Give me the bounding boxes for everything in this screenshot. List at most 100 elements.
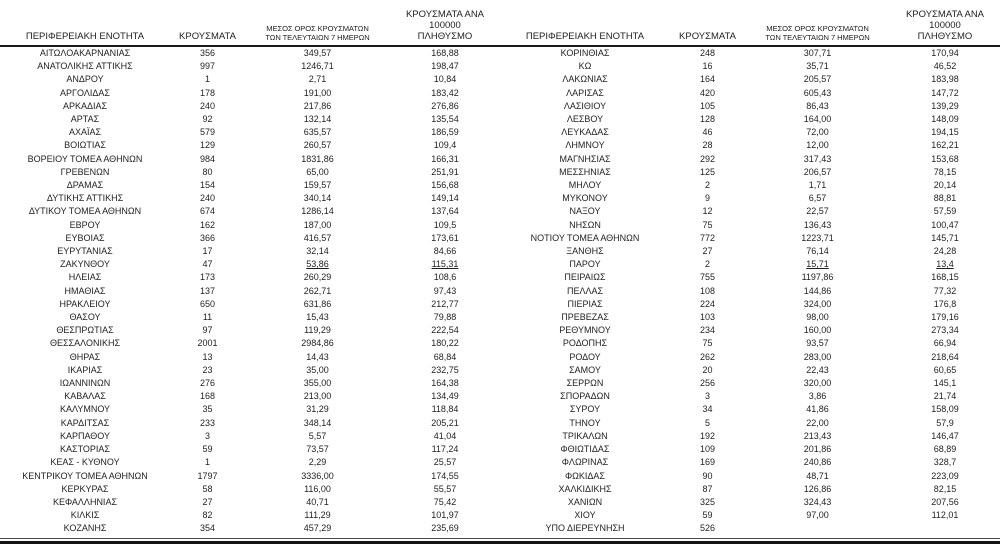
cell-avg7: 160,00 (803, 325, 832, 336)
cell-region: ΦΘΙΩΤΙΔΑΣ (560, 444, 610, 455)
cell-cases: 105 (699, 100, 716, 111)
cell-cases: 1797 (197, 470, 218, 481)
column-header-per100k-line1: ΚΡΟΥΣΜΑΤΑ ΑΝΑ 100000 (405, 9, 485, 31)
cell-avg7: 324,43 (803, 496, 832, 507)
cell-cases: 59 (202, 444, 213, 455)
cell-per100k: 223,09 (931, 470, 959, 481)
table-row: ΛΕΥΚΑΔΑΣ 46 72,00 194,15 (500, 126, 1000, 139)
cell-region: ΤΡΙΚΑΛΩΝ (562, 430, 608, 441)
table-row: ΔΥΤΙΚΗΣ ΑΤΤΙΚΗΣ 240 340,14 149,14 (0, 192, 500, 205)
cell-avg7 (745, 522, 890, 535)
cell-region: ΠΙΕΡΙΑΣ (567, 298, 603, 309)
cell-region: ΖΑΚΥΝΘΟΥ (60, 259, 110, 270)
cell-cases: 674 (199, 206, 216, 217)
cell-cases: 34 (702, 404, 713, 415)
cell-cases: 262 (699, 351, 716, 362)
cell-region: ΗΡΑΚΛΕΙΟΥ (59, 298, 111, 309)
cell-avg7: 213,43 (803, 430, 832, 441)
cell-per100k: 97,43 (433, 285, 457, 296)
cell-avg7: 3,86 (808, 391, 827, 402)
cell-avg7: 1223,71 (801, 232, 834, 243)
cell-avg7: 22,00 (806, 417, 829, 428)
cell-region: ΣΑΜΟΥ (569, 364, 601, 375)
cell-per100k: 194,15 (931, 127, 959, 138)
cell-avg7: 605,43 (803, 87, 832, 98)
table-row: ΦΘΙΩΤΙΔΑΣ 109 201,86 68,89 (500, 443, 1000, 456)
cell-per100k: 232,75 (431, 364, 459, 375)
cell-region: ΕΥΒΟΙΑΣ (65, 232, 105, 243)
cell-region: ΕΒΡΟΥ (69, 219, 101, 230)
table-row: ΚΕΝΤΡΙΚΟΥ ΤΟΜΕΑ ΑΘΗΝΩΝ 1797 3336,00 174,55 (0, 470, 500, 483)
cell-per100k: 222,54 (431, 325, 459, 336)
cell-cases: 772 (699, 232, 716, 243)
table-row: ΗΡΑΚΛΕΙΟΥ 650 631,86 212,77 (0, 298, 500, 311)
table-row: ΜΑΓΝΗΣΙΑΣ 292 317,43 153,68 (500, 153, 1000, 166)
cell-region: ΜΑΓΝΗΣΙΑΣ (559, 153, 611, 164)
left-table-panel: ΠΕΡΙΦΕΡΕΙΑΚΗ ΕΝΟΤΗΤΑ ΚΡΟΥΣΜΑΤΑ ΜΕΣΟΣ ΟΡΟ… (0, 0, 500, 536)
cell-cases: 97 (202, 325, 213, 336)
cell-region: ΑΡΓΟΛΙΔΑΣ (60, 87, 110, 98)
cell-per100k: 60,65 (933, 364, 957, 375)
cell-per100k: 173,61 (431, 232, 459, 243)
cell-per100k: 273,34 (931, 325, 959, 336)
cell-per100k: 108,6 (433, 272, 457, 283)
cell-region: ΓΡΕΒΕΝΩΝ (60, 166, 110, 177)
table-row: ΝΑΞΟΥ 12 22,57 57,59 (500, 205, 1000, 218)
regional-cases-table-right: ΠΕΡΙΦΕΡΕΙΑΚΗ ΕΝΟΤΗΤΑ ΚΡΟΥΣΜΑΤΑ ΜΕΣΟΣ ΟΡΟ… (500, 0, 1000, 536)
cell-cases: 35 (202, 404, 213, 415)
cell-region: ΚΕΡΚΥΡΑΣ (61, 483, 109, 494)
table-row: ΣΥΡΟΥ 34 41,86 158,09 (500, 403, 1000, 416)
cell-avg7: 12,00 (806, 140, 829, 151)
cell-region: ΛΑΣΙΘΙΟΥ (563, 100, 607, 111)
cell-cases: 82 (202, 510, 213, 521)
cell-cases: 1 (204, 74, 210, 85)
cell-cases: 526 (699, 523, 716, 534)
cell-region: ΙΩΑΝΝΙΝΩΝ (59, 378, 111, 389)
cell-region: ΚΕΝΤΡΙΚΟΥ ΤΟΜΕΑ ΑΘΗΝΩΝ (22, 470, 148, 481)
cell-per100k: 117,24 (431, 444, 459, 455)
table-row: ΠΙΕΡΙΑΣ 224 324,00 176,8 (500, 298, 1000, 311)
cell-cases: 292 (699, 153, 716, 164)
cell-avg7: 136,43 (803, 219, 832, 230)
cell-per100k: 145,1 (933, 378, 957, 389)
table-row: ΑΡΓΟΛΙΔΑΣ 178 191,00 183,42 (0, 87, 500, 100)
cell-per100k: 57,9 (936, 417, 954, 428)
table-row: ΣΠΟΡΑΔΩΝ 3 3,86 21,74 (500, 390, 1000, 403)
cell-per100k: 78,15 (933, 166, 957, 177)
cell-per100k: 251,91 (431, 166, 459, 177)
cell-avg7: 14,43 (306, 351, 329, 362)
cell-region: ΑΡΚΑΔΙΑΣ (62, 100, 108, 111)
cell-region: ΛΕΥΚΑΔΑΣ (561, 127, 609, 138)
cell-per100k (890, 522, 1000, 535)
cell-avg7: 111,29 (304, 510, 331, 521)
cell-per100k: 115,31 (431, 259, 459, 270)
cell-cases: 11 (202, 312, 213, 323)
cell-avg7: 76,14 (806, 246, 829, 257)
cell-region: ΠΡΕΒΕΖΑΣ (561, 312, 609, 323)
cell-avg7: 2,71 (308, 74, 327, 85)
bottom-rule-thin (0, 537, 1000, 539)
cell-per100k: 207,56 (931, 496, 959, 507)
cell-per100k: 21,74 (933, 391, 957, 402)
cell-per100k: 101,97 (431, 510, 459, 521)
table-row: ΒΟΡΕΙΟΥ ΤΟΜΕΑ ΑΘΗΝΩΝ 984 1831,86 166,31 (0, 153, 500, 166)
cell-cases: 16 (702, 61, 713, 72)
table-row: ΠΡΕΒΕΖΑΣ 103 98,00 179,16 (500, 311, 1000, 324)
table-row: ΣΕΡΡΩΝ 256 320,00 145,1 (500, 377, 1000, 390)
cell-per100k: 79,88 (433, 312, 457, 323)
table-row: ΚΙΛΚΙΣ 82 111,29 101,97 (0, 509, 500, 522)
table-row: ΧΑΝΙΩΝ 325 324,43 207,56 (500, 496, 1000, 509)
cell-region: ΚΑΡΠΑΘΟΥ (59, 430, 111, 441)
column-header-cases-label: ΚΡΟΥΣΜΑΤΑ (679, 31, 736, 42)
cell-region: ΡΕΘΥΜΝΟΥ (559, 325, 611, 336)
table-row: ΑΡΤΑΣ 92 132,14 135,54 (0, 113, 500, 126)
table-row: ΑΡΚΑΔΙΑΣ 240 217,86 276,86 (0, 100, 500, 113)
cell-region: ΚΑΣΤΟΡΙΑΣ (60, 444, 110, 455)
cell-avg7: 191,00 (303, 87, 332, 98)
cell-per100k: 109,4 (433, 140, 457, 151)
cell-avg7: 1197,86 (801, 272, 834, 283)
cell-region: ΠΕΙΡΑΙΩΣ (564, 272, 606, 283)
cell-avg7: 3336,00 (301, 470, 334, 481)
cell-avg7: 164,00 (803, 114, 832, 125)
cell-per100k: 46,52 (933, 61, 957, 72)
